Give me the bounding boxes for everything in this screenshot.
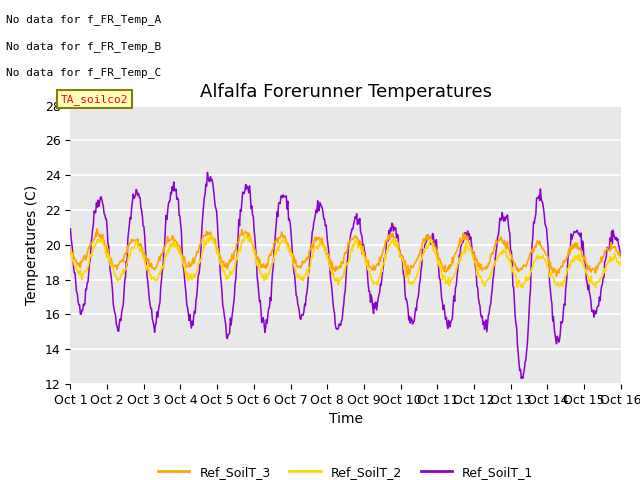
Ref_SoilT_3 [219,259,227,265]
Line: Ref_SoilT_2: Ref_SoilT_2 [70,235,621,288]
Ref_SoilT_3 [413,256,421,262]
Ref_SoilT_1 [219,303,227,309]
Ref_SoilT_3 [77,264,84,270]
Ref_SoilT_1 [413,298,421,303]
Ref_SoilT_2 [429,248,437,253]
Ref_SoilT_1 [518,375,525,381]
Ref_SoilT_1 [429,231,437,237]
Ref_SoilT_2 [189,275,196,281]
Ref_SoilT_3 [429,243,437,249]
Ref_SoilT_3 [134,236,141,242]
Ref_SoilT_2 [67,247,74,252]
Text: TA_soilco2: TA_soilco2 [61,94,128,105]
Ref_SoilT_2 [617,263,625,268]
X-axis label: Time: Time [328,412,363,426]
Ref_SoilT_2 [133,239,141,244]
Ref_SoilT_1 [67,226,74,232]
Line: Ref_SoilT_1: Ref_SoilT_1 [70,172,621,378]
Ref_SoilT_2 [519,285,527,290]
Title: Alfalfa Forerunner Temperatures: Alfalfa Forerunner Temperatures [200,83,492,101]
Text: No data for f_FR_Temp_C: No data for f_FR_Temp_C [6,67,162,78]
Ref_SoilT_2 [413,272,421,277]
Ref_SoilT_1 [617,253,625,259]
Legend: Ref_SoilT_3, Ref_SoilT_2, Ref_SoilT_1: Ref_SoilT_3, Ref_SoilT_2, Ref_SoilT_1 [153,460,538,480]
Ref_SoilT_1 [189,323,196,328]
Y-axis label: Temperatures (C): Temperatures (C) [25,185,39,305]
Ref_SoilT_2 [77,267,84,273]
Text: No data for f_FR_Temp_B: No data for f_FR_Temp_B [6,41,162,52]
Ref_SoilT_3 [617,254,625,260]
Ref_SoilT_2 [219,269,227,275]
Ref_SoilT_1 [133,189,141,194]
Ref_SoilT_3 [67,245,74,251]
Text: No data for f_FR_Temp_A: No data for f_FR_Temp_A [6,14,162,25]
Line: Ref_SoilT_3: Ref_SoilT_3 [70,229,621,276]
Ref_SoilT_3 [553,274,561,279]
Ref_SoilT_3 [190,261,198,266]
Ref_SoilT_3 [93,226,101,232]
Ref_SoilT_1 [204,169,211,175]
Ref_SoilT_1 [77,311,84,317]
Ref_SoilT_2 [207,232,215,238]
